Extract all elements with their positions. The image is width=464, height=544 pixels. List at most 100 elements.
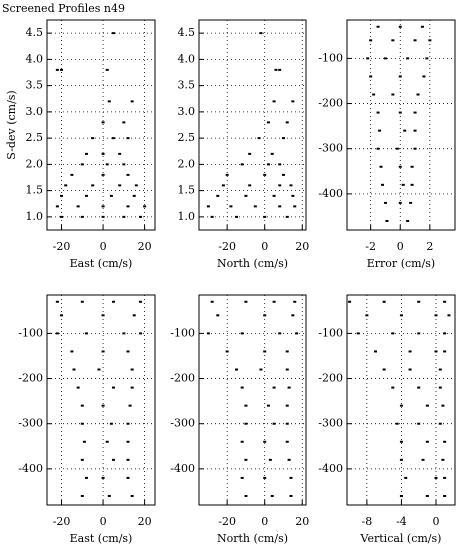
point	[443, 494, 447, 497]
point	[293, 300, 297, 303]
point	[229, 205, 233, 208]
point	[443, 476, 447, 479]
point	[105, 163, 109, 166]
point	[82, 440, 86, 443]
point	[272, 100, 276, 103]
y-tick-label: -200	[18, 372, 43, 385]
point	[263, 476, 267, 479]
point	[428, 39, 432, 42]
point	[425, 57, 429, 60]
point	[101, 314, 105, 317]
point	[216, 314, 220, 317]
x-axis-label: North (cm/s)	[217, 257, 288, 270]
point	[399, 458, 403, 461]
point	[244, 194, 248, 197]
y-tick-label: -300	[18, 417, 43, 430]
point	[285, 215, 289, 218]
point	[272, 194, 276, 197]
point	[372, 93, 376, 96]
point	[235, 368, 239, 371]
point	[91, 184, 95, 187]
point	[403, 129, 407, 132]
point	[263, 350, 267, 353]
point	[109, 194, 113, 197]
point	[438, 368, 442, 371]
x-tick-label: 0	[100, 515, 107, 528]
point	[376, 111, 380, 114]
point	[278, 163, 282, 166]
point	[101, 173, 105, 176]
point	[285, 404, 289, 407]
x-tick-label: -2	[365, 240, 376, 253]
y-tick-label: -100	[18, 326, 43, 339]
point	[126, 137, 130, 140]
point	[130, 100, 134, 103]
point	[72, 368, 76, 371]
point	[60, 194, 64, 197]
plot-frame	[346, 294, 456, 506]
point	[356, 332, 360, 335]
point	[206, 205, 210, 208]
point	[143, 205, 147, 208]
point	[240, 332, 244, 335]
point	[406, 219, 410, 222]
point	[263, 314, 267, 317]
point	[216, 194, 220, 197]
point	[374, 350, 378, 353]
point	[80, 458, 84, 461]
point	[293, 205, 297, 208]
point	[441, 404, 445, 407]
point	[132, 194, 136, 197]
point	[118, 152, 122, 155]
point	[287, 458, 291, 461]
x-tick-label: 2	[426, 240, 433, 253]
point	[105, 440, 109, 443]
point	[291, 314, 295, 317]
y-axis-label: S-dev (cm/s)	[5, 90, 18, 159]
point	[391, 39, 395, 42]
point	[84, 476, 88, 479]
point	[101, 476, 105, 479]
point	[413, 147, 417, 150]
point	[366, 57, 370, 60]
x-axis-label: East (cm/s)	[70, 257, 133, 270]
point	[259, 32, 263, 35]
point	[138, 300, 142, 303]
point	[240, 163, 244, 166]
point	[126, 350, 130, 353]
point	[97, 368, 101, 371]
point	[138, 332, 142, 335]
point	[285, 350, 289, 353]
point	[379, 165, 383, 168]
point	[395, 147, 399, 150]
point	[138, 215, 142, 218]
x-tick-label: 0	[261, 515, 268, 528]
point	[381, 183, 385, 186]
point	[122, 215, 126, 218]
point	[111, 32, 115, 35]
point	[291, 100, 295, 103]
point	[244, 422, 248, 425]
point	[434, 350, 438, 353]
point	[291, 194, 295, 197]
point	[391, 386, 395, 389]
point	[270, 494, 274, 497]
x-tick-label: -8	[362, 515, 373, 528]
point	[225, 173, 229, 176]
x-tick-label: -20	[218, 515, 236, 528]
point	[409, 201, 413, 204]
y-tick-label: -400	[170, 462, 195, 475]
x-tick-label: 0	[261, 240, 268, 253]
point	[398, 75, 402, 78]
y-tick-label: 4.0	[178, 52, 196, 65]
point	[406, 57, 410, 60]
point	[126, 458, 130, 461]
x-axis-label: Vertical (cm/s)	[360, 532, 442, 544]
point	[395, 422, 399, 425]
x-axis-label: East (cm/s)	[70, 532, 133, 544]
figure-title: Screened Profiles n49	[2, 2, 125, 15]
point	[60, 68, 64, 71]
point	[84, 332, 88, 335]
point	[443, 332, 447, 335]
point	[266, 404, 270, 407]
